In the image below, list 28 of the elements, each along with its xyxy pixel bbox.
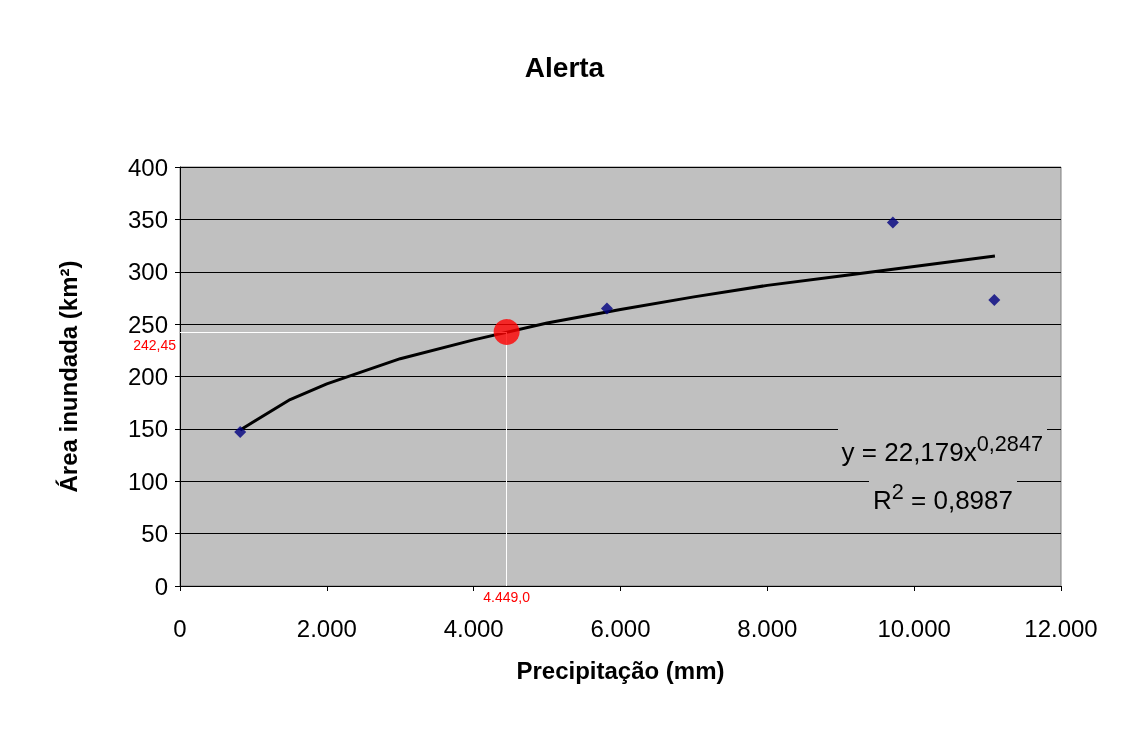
x-tick-label: 12.000 bbox=[1024, 614, 1098, 642]
y-tick-label: 200 bbox=[127, 363, 168, 390]
x-tick-label: 4.000 bbox=[443, 614, 504, 642]
y-tick-label: 300 bbox=[127, 258, 168, 286]
x-tick-label: 0 bbox=[173, 614, 187, 642]
y-tick-label: 0 bbox=[154, 572, 168, 600]
annotation: 242,45 bbox=[133, 337, 177, 354]
y-tick-label: 100 bbox=[127, 467, 168, 495]
x-tick-label: 2.000 bbox=[296, 614, 357, 642]
annotation: R$^{2}$ = 0,8987 bbox=[869, 474, 1017, 518]
point bbox=[600, 302, 613, 315]
x-tick-label: 6.000 bbox=[590, 614, 651, 642]
annotation: 4.449,0 bbox=[483, 589, 531, 605]
x-axis-title: Precipitação (mm) bbox=[516, 656, 725, 684]
y-axis-title: Área inundada (km²) bbox=[54, 260, 82, 493]
point bbox=[988, 294, 1001, 307]
y-tick-label: 150 bbox=[127, 415, 168, 443]
x-tick-label: 8.000 bbox=[737, 614, 798, 642]
y-tick-label: 50 bbox=[141, 520, 168, 548]
annotation: y = 22,179x$^{0,2847}$ bbox=[837, 426, 1047, 470]
x-tick-label: 10.000 bbox=[877, 614, 951, 642]
y-tick-label: 350 bbox=[127, 205, 168, 233]
y-tick-label: 400 bbox=[127, 153, 168, 181]
y-tick-label: 250 bbox=[127, 310, 168, 338]
point bbox=[234, 426, 247, 439]
point bbox=[886, 216, 899, 229]
chart-title: Alerta bbox=[524, 51, 605, 83]
point bbox=[493, 319, 520, 346]
